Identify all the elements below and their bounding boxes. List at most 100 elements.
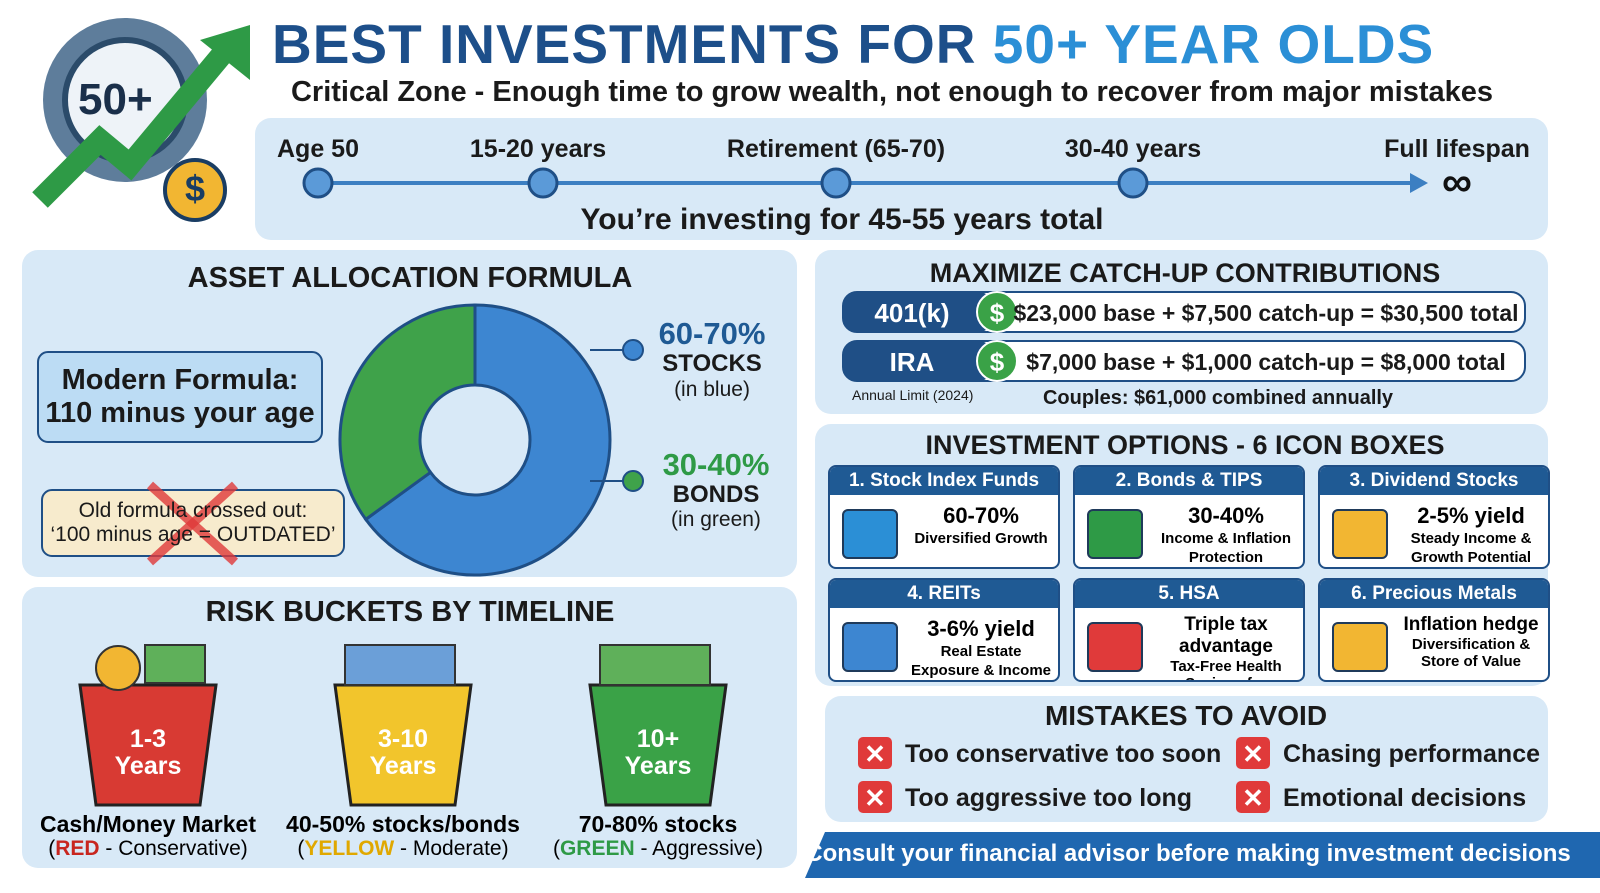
title-end: 50+ YEAR OLDS xyxy=(992,13,1435,75)
color-word: RED xyxy=(55,837,100,860)
option-text: Inflation hedge Diversification & Store of… xyxy=(1398,614,1544,670)
note-start: ( xyxy=(297,837,305,860)
note-end: - Conservative) xyxy=(99,837,248,860)
option-box: 3. Dividend Stocks 2-5% yield Steady Incom… xyxy=(1318,465,1550,569)
option-line: Diversification & xyxy=(1411,636,1531,653)
option-icon xyxy=(842,509,898,559)
bonds-dot xyxy=(622,470,644,492)
option-headline: 30-40% xyxy=(1188,503,1264,528)
x-mark: ✕ xyxy=(1242,783,1264,813)
note-start: ( xyxy=(48,837,56,860)
timeline-dot xyxy=(820,167,852,199)
dollar: $ xyxy=(989,347,1005,377)
x-mark: ✕ xyxy=(864,783,886,813)
option-headline: Triple tax advantage xyxy=(1179,614,1273,657)
modern-formula: Modern Formula: 110 minus your age xyxy=(45,364,314,430)
option-text: 60-70% Diversified Growth xyxy=(908,503,1054,548)
timeline-total: You’re investing for 45-55 years total xyxy=(580,203,1104,236)
option-box: 6. Precious Metals Inflation hedge Diversi… xyxy=(1318,578,1550,682)
coins xyxy=(95,645,141,691)
account-tag xyxy=(843,292,993,332)
timeline-arrow xyxy=(1410,173,1428,193)
bucket-note: (YELLOW - Moderate) xyxy=(297,837,508,861)
mistakes-panel xyxy=(825,696,1548,822)
section-title: MISTAKES TO AVOID xyxy=(1044,700,1328,731)
timeline-dot xyxy=(1117,167,1149,199)
option-line: Store of Value xyxy=(1420,653,1522,670)
note-end: - Moderate) xyxy=(394,837,509,860)
option-title: 1. Stock Index Funds xyxy=(830,467,1058,495)
option-box: 5. HSA Triple tax advantage Tax-Free Healt… xyxy=(1073,578,1305,682)
allocation-donut xyxy=(338,303,612,577)
red-bucket xyxy=(78,683,218,807)
coin xyxy=(163,158,227,222)
bucket-label: 10+ Years xyxy=(625,726,692,780)
x-mark: ✕ xyxy=(1242,739,1264,769)
x-mark: ✕ xyxy=(864,739,886,769)
stocks-dot xyxy=(622,339,644,361)
timeline-panel xyxy=(255,118,1548,240)
section-title: ASSET ALLOCATION FORMULA xyxy=(187,262,633,294)
note-start: ( xyxy=(552,837,560,860)
growth-arrow xyxy=(32,37,239,208)
dollar: $ xyxy=(989,298,1005,328)
x-icon xyxy=(858,781,892,813)
bucket-label-line: 1-3 xyxy=(129,725,167,753)
option-line: Savings for Retirement xyxy=(1153,675,1299,680)
cash xyxy=(144,644,206,684)
bucket-label-line: 3-10 xyxy=(377,725,429,753)
title: BEST INVESTMENTS FOR 50+ YEAR OLDS xyxy=(272,12,1434,76)
footnote: Annual Limit (2024) xyxy=(852,387,974,403)
formula-line: 110 minus your age xyxy=(45,397,315,429)
x-icons xyxy=(858,737,1270,813)
stage: Age 50 xyxy=(277,135,359,163)
coin-symbol: $ xyxy=(185,168,206,209)
option-text: 3-6% yield Real Estate Exposure & Income xyxy=(908,616,1054,680)
stage: Full lifespan xyxy=(1384,135,1530,163)
option-title: 5. HSA xyxy=(1075,580,1303,608)
option-text: 30-40% Income & Inflation Protection xyxy=(1153,503,1299,567)
donut-segment xyxy=(363,303,612,577)
cash xyxy=(599,644,711,686)
option-headline: Inflation hedge xyxy=(1403,614,1539,635)
mistake: Chasing performance xyxy=(1283,740,1541,768)
option-line: Income & Inflation xyxy=(1160,530,1291,547)
bucket-label-line: Years xyxy=(369,752,437,780)
dollar-icon xyxy=(976,291,1018,333)
color-word: GREEN xyxy=(559,837,635,860)
option-line: Tax-Free Health xyxy=(1170,658,1282,675)
formula-line: ‘100 minus age = OUTDATED’ xyxy=(50,523,336,546)
option-line: Diversified Growth xyxy=(914,530,1048,547)
account: 401(k) xyxy=(874,298,950,328)
catchup-text: $7,000 base + $1,000 catch-up = $8,000 t… xyxy=(1026,349,1506,375)
footer: Consult your financial advisor before ma… xyxy=(805,840,1571,867)
catchup-text: $23,000 base + $7,500 catch-up = $30,500… xyxy=(1013,300,1519,326)
badge: 50+ xyxy=(78,75,153,124)
old-formula: Old formula crossed out: ‘100 minus age =… xyxy=(51,499,336,547)
bucket-label: 1-3 Years xyxy=(115,726,182,780)
bonds-note: (in green) xyxy=(671,508,761,531)
option-line: Real Estate xyxy=(940,643,1022,660)
section-title: RISK BUCKETS BY TIMELINE xyxy=(205,596,615,628)
option-box: 2. Bonds & TIPS 30-40% Income & Inflation P… xyxy=(1073,465,1305,569)
bucket-note: (GREEN - Aggressive) xyxy=(553,837,763,861)
section-title: MAXIMIZE CATCH-UP CONTRIBUTIONS xyxy=(929,258,1441,288)
mistake: Too aggressive too long xyxy=(905,784,1193,812)
color-word: YELLOW xyxy=(304,837,395,860)
subtitle: Critical Zone - Enough time to grow weal… xyxy=(290,76,1494,108)
bucket-desc: 40-50% stocks/bonds xyxy=(286,811,520,837)
x-icon xyxy=(858,737,892,769)
stocks-note: (in blue) xyxy=(674,378,750,401)
option-icon xyxy=(1332,622,1388,672)
option-headline: 2-5% yield xyxy=(1417,503,1525,528)
mistake: Emotional decisions xyxy=(1283,784,1527,812)
bonds-label: BONDS xyxy=(672,481,760,508)
bonds-range: 30-40% xyxy=(662,447,770,482)
bucket-desc: 70-80% stocks xyxy=(578,811,738,837)
bucket-label-line: Years xyxy=(114,752,182,780)
bucket-label: 3-10 Years xyxy=(370,726,437,780)
stage: 15-20 years xyxy=(469,135,607,163)
stocks-label: STOCKS xyxy=(662,350,762,377)
option-headline: 3-6% yield xyxy=(927,616,1035,641)
